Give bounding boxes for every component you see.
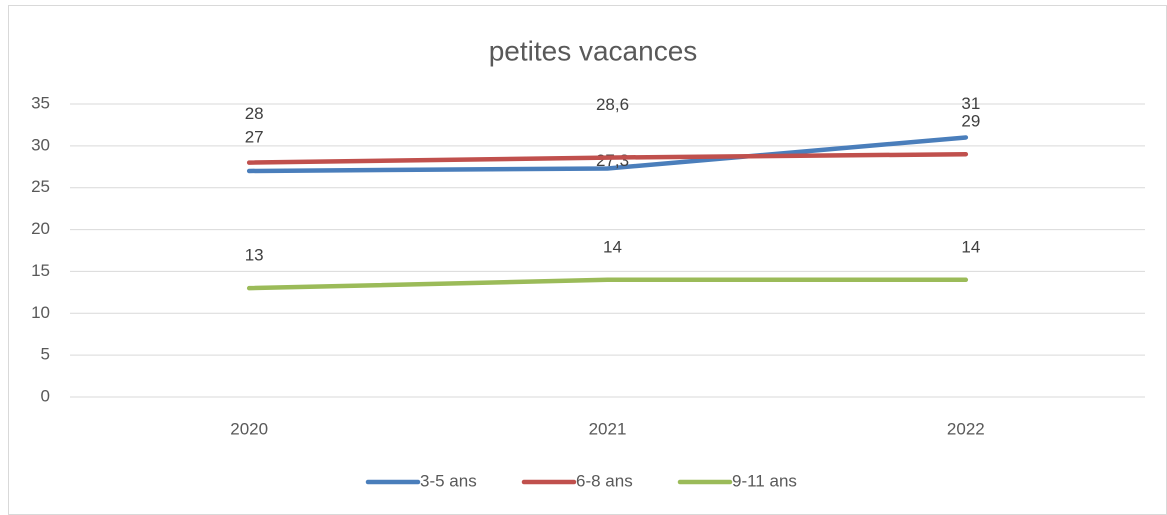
data-label: 29 — [961, 112, 980, 131]
x-tick-label: 2020 — [230, 419, 268, 438]
y-tick-label: 15 — [31, 261, 50, 280]
y-tick-label: 20 — [31, 219, 50, 238]
data-label: 14 — [603, 237, 622, 256]
line-series — [246, 151, 969, 165]
line-series — [246, 135, 969, 174]
y-tick-label: 25 — [31, 177, 50, 196]
data-label: 28 — [245, 104, 264, 123]
data-label: 13 — [245, 246, 264, 265]
chart-title: petites vacances — [489, 35, 698, 66]
legend-label: 9-11 ans — [732, 471, 797, 490]
y-tick-label: 30 — [31, 135, 50, 154]
data-label: 27 — [245, 127, 264, 146]
line-series — [246, 277, 969, 291]
x-tick-label: 2021 — [589, 419, 627, 438]
y-tick-label: 10 — [31, 303, 50, 322]
data-label: 27,3 — [596, 151, 629, 170]
data-label: 14 — [961, 237, 980, 256]
legend-label: 6-8 ans — [576, 471, 633, 490]
y-tick-label: 5 — [41, 345, 50, 364]
legend-label: 3-5 ans — [420, 471, 477, 490]
x-tick-label: 2022 — [947, 419, 985, 438]
y-tick-label: 0 — [41, 386, 50, 405]
data-label: 31 — [961, 94, 980, 113]
y-tick-label: 35 — [31, 93, 50, 112]
data-label: 28,6 — [596, 95, 629, 114]
chart-frame — [8, 5, 1167, 515]
